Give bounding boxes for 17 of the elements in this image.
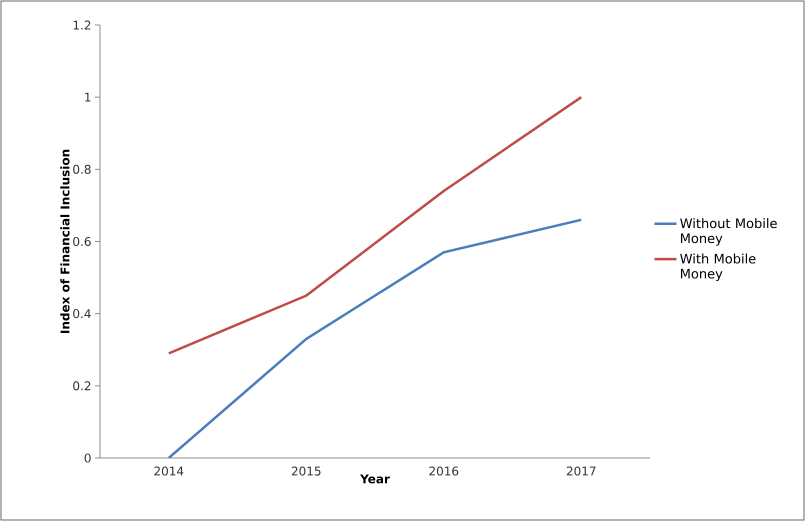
- legend-label: Without Mobile Money: [680, 218, 777, 246]
- line-series: [168, 218, 583, 458]
- legend-label: With Mobile Money: [680, 253, 756, 282]
- line-series: [168, 96, 583, 355]
- y-tick-label: 1.2: [74, 20, 90, 30]
- y-tick-label: 0.4: [73, 309, 91, 318]
- x-axis-title: Year: [360, 474, 390, 484]
- y-tick-label: 0.8: [73, 164, 91, 174]
- y-axis-title: Index of Financial Inclusion: [60, 150, 70, 334]
- x-tick-label: 2017: [566, 466, 596, 476]
- x-tick-label: 2014: [154, 466, 184, 476]
- y-tick-label: 1: [85, 92, 90, 102]
- y-tick-label: 0.6: [73, 236, 91, 246]
- x-tick-label: 2015: [292, 466, 320, 476]
- y-tick-label: 0: [84, 453, 91, 463]
- y-tick-label: 0.2: [73, 381, 90, 390]
- x-tick-label: 2016: [429, 466, 458, 476]
